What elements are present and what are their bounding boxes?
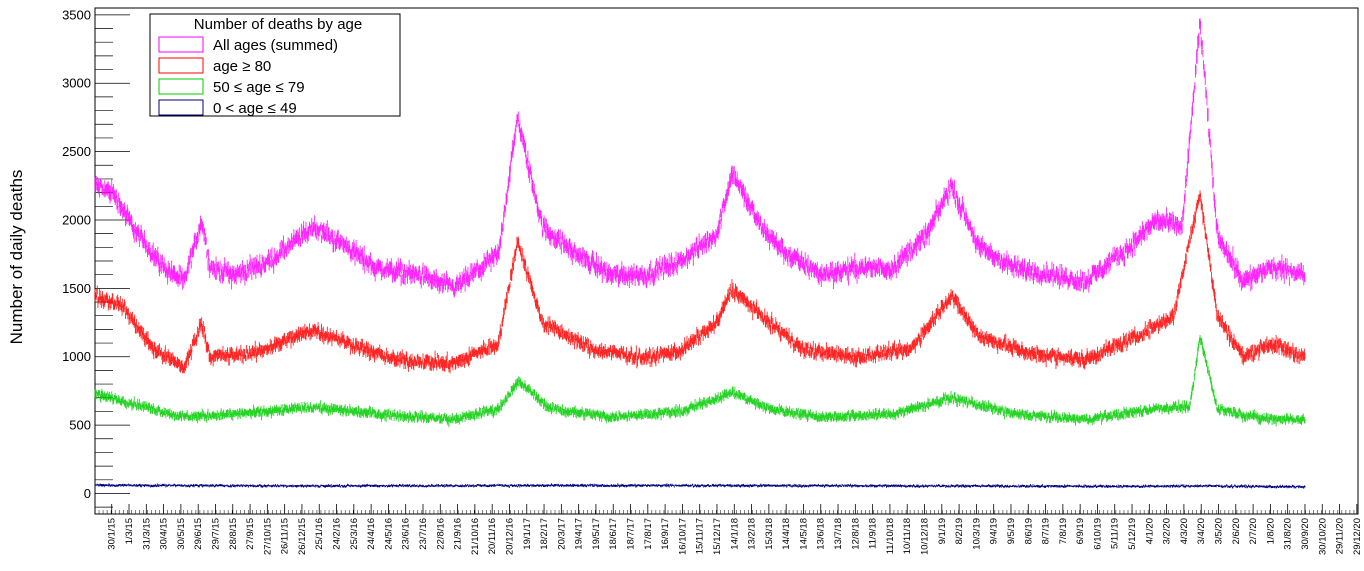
x-tick-label: 15/11/17 [695,518,706,554]
y-tick-label: 3500 [62,7,91,22]
x-tick-label: 29/7/15 [210,518,221,550]
x-tick-label: 9/4/19 [989,518,1000,544]
x-tick-label: 27/10/15 [262,518,273,555]
x-tick-label: 9/1/19 [937,518,948,544]
y-tick-label: 1500 [62,281,91,296]
x-tick-label: 11/10/18 [885,518,896,554]
x-tick-label: 29/6/15 [193,518,204,550]
x-tick-label: 27/9/15 [245,518,256,550]
x-tick-label: 4/3/20 [1179,518,1190,544]
x-tick-label: 30/5/15 [176,518,187,550]
y-tick-label: 3000 [62,76,91,91]
legend-label: 50 ≤ age ≤ 79 [213,79,305,96]
x-tick-label: 10/11/18 [902,518,913,554]
x-tick-label: 16/9/17 [660,518,671,550]
series-2 [95,335,1305,427]
y-tick-label: 2000 [62,212,91,227]
x-tick-label: 6/10/19 [1092,518,1103,550]
series-points [95,483,1305,488]
x-tick-label: 30/9/20 [1300,518,1311,550]
x-tick-label: 3/4/20 [1196,518,1207,544]
x-tick-label: 21/10/16 [470,518,481,555]
x-tick-label: 17/8/17 [643,518,654,550]
x-tick-label: 20/11/16 [487,518,498,554]
x-tick-label: 2/6/20 [1231,518,1242,544]
x-tick-label: 24/5/16 [383,518,394,550]
y-tick-label: 1000 [62,349,91,364]
x-tick-label: 12/8/18 [850,518,861,550]
x-tick-label: 14/4/18 [781,518,792,550]
x-tick-label: 20/12/16 [504,518,515,555]
x-tick-label: 14/1/18 [729,518,740,550]
x-tick-label: 22/8/16 [435,518,446,550]
y-tick-label: 500 [69,418,91,433]
x-tick-label: 30/10/20 [1317,518,1328,555]
x-tick-label: 18/7/17 [626,518,637,550]
series-points [95,335,1305,427]
x-tick-label: 2/7/20 [1248,518,1259,544]
x-tick-label: 13/7/18 [833,518,844,550]
y-tick-label: 0 [84,486,91,501]
y-axis-label: Number of daily deaths [7,170,26,345]
x-tick-label: 21/9/16 [453,518,464,550]
legend: Number of deaths by age All ages (summed)… [150,14,400,117]
x-tick-label: 23/6/16 [401,518,412,550]
legend-title: Number of deaths by age [194,16,362,33]
x-tick-label: 10/12/18 [920,518,931,555]
x-tick-label: 4/1/20 [1144,518,1155,544]
x-tick-label: 19/1/17 [522,518,533,550]
x-tick-label: 25/3/16 [349,518,360,550]
x-tick-label: 3/2/20 [1162,518,1173,544]
x-tick-label: 1/8/20 [1265,518,1276,544]
y-tick-label: 2500 [62,144,91,159]
x-tick-label: 19/5/17 [591,518,602,550]
series-1 [95,190,1305,373]
x-tick-label: 9/5/19 [1006,518,1017,544]
legend-label: age ≥ 80 [213,58,271,75]
x-tick-label: 15/12/17 [712,518,723,555]
x-tick-label: 8/6/19 [1023,518,1034,544]
x-tick-label: 8/7/19 [1041,518,1052,544]
x-tick-label: 26/12/15 [297,518,308,555]
x-tick-label: 16/10/17 [677,518,688,555]
x-tick-label: 29/11/20 [1335,518,1346,554]
x-tick-label: 30/4/15 [159,518,170,550]
x-tick-label: 29/12/20 [1352,518,1363,555]
legend-label: 0 < age ≤ 49 [213,100,297,117]
x-tick-label: 15/3/18 [764,518,775,550]
x-tick-label: 1/3/15 [124,518,135,544]
x-tick-label: 13/2/18 [747,518,758,550]
x-tick-label: 31/8/20 [1283,518,1294,550]
x-tick-label: 31/3/15 [141,518,152,550]
x-tick-label: 24/2/16 [332,518,343,550]
x-tick-label: 30/1/15 [107,518,118,550]
x-tick-label: 23/7/16 [418,518,429,550]
x-tick-label: 10/3/19 [971,518,982,550]
x-tick-label: 3/5/20 [1213,518,1224,544]
x-tick-label: 11/9/18 [868,518,879,549]
x-tick-label: 5/12/19 [1127,518,1138,550]
legend-label: All ages (summed) [213,37,338,54]
x-tick-label: 14/5/18 [798,518,809,550]
series-3 [95,483,1305,488]
x-tick-label: 18/2/17 [539,518,550,550]
x-tick-label: 7/8/19 [1058,518,1069,544]
x-tick-label: 18/6/17 [608,518,619,550]
x-tick-label: 5/11/19 [1110,518,1121,549]
x-tick-label: 13/6/18 [816,518,827,550]
series-points [95,190,1305,373]
x-tick-label: 19/4/17 [574,518,585,550]
x-tick-label: 20/3/17 [556,518,567,550]
x-tick-label: 6/9/19 [1075,518,1086,544]
x-tick-label: 24/4/16 [366,518,377,550]
x-tick-label: 8/2/19 [954,518,965,544]
x-tick-label: 26/11/15 [280,518,291,554]
x-tick-label: 25/1/16 [314,518,325,550]
x-tick-label: 28/8/15 [228,518,239,550]
